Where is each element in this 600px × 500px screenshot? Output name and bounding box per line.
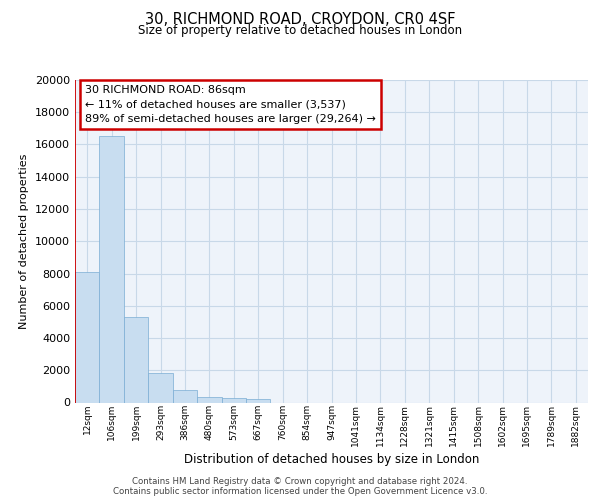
Text: Size of property relative to detached houses in London: Size of property relative to detached ho…: [138, 24, 462, 37]
Y-axis label: Number of detached properties: Number of detached properties: [19, 154, 29, 329]
Bar: [124, 317, 148, 402]
Bar: [221, 398, 246, 402]
Bar: [75, 272, 100, 402]
Bar: [173, 390, 197, 402]
Bar: [100, 136, 124, 402]
Bar: [148, 374, 173, 402]
Bar: [246, 400, 271, 402]
X-axis label: Distribution of detached houses by size in London: Distribution of detached houses by size …: [184, 453, 479, 466]
Bar: [197, 397, 221, 402]
Text: Contains HM Land Registry data © Crown copyright and database right 2024.
Contai: Contains HM Land Registry data © Crown c…: [113, 476, 487, 496]
Text: 30, RICHMOND ROAD, CROYDON, CR0 4SF: 30, RICHMOND ROAD, CROYDON, CR0 4SF: [145, 12, 455, 28]
Text: 30 RICHMOND ROAD: 86sqm
← 11% of detached houses are smaller (3,537)
89% of semi: 30 RICHMOND ROAD: 86sqm ← 11% of detache…: [85, 85, 376, 124]
